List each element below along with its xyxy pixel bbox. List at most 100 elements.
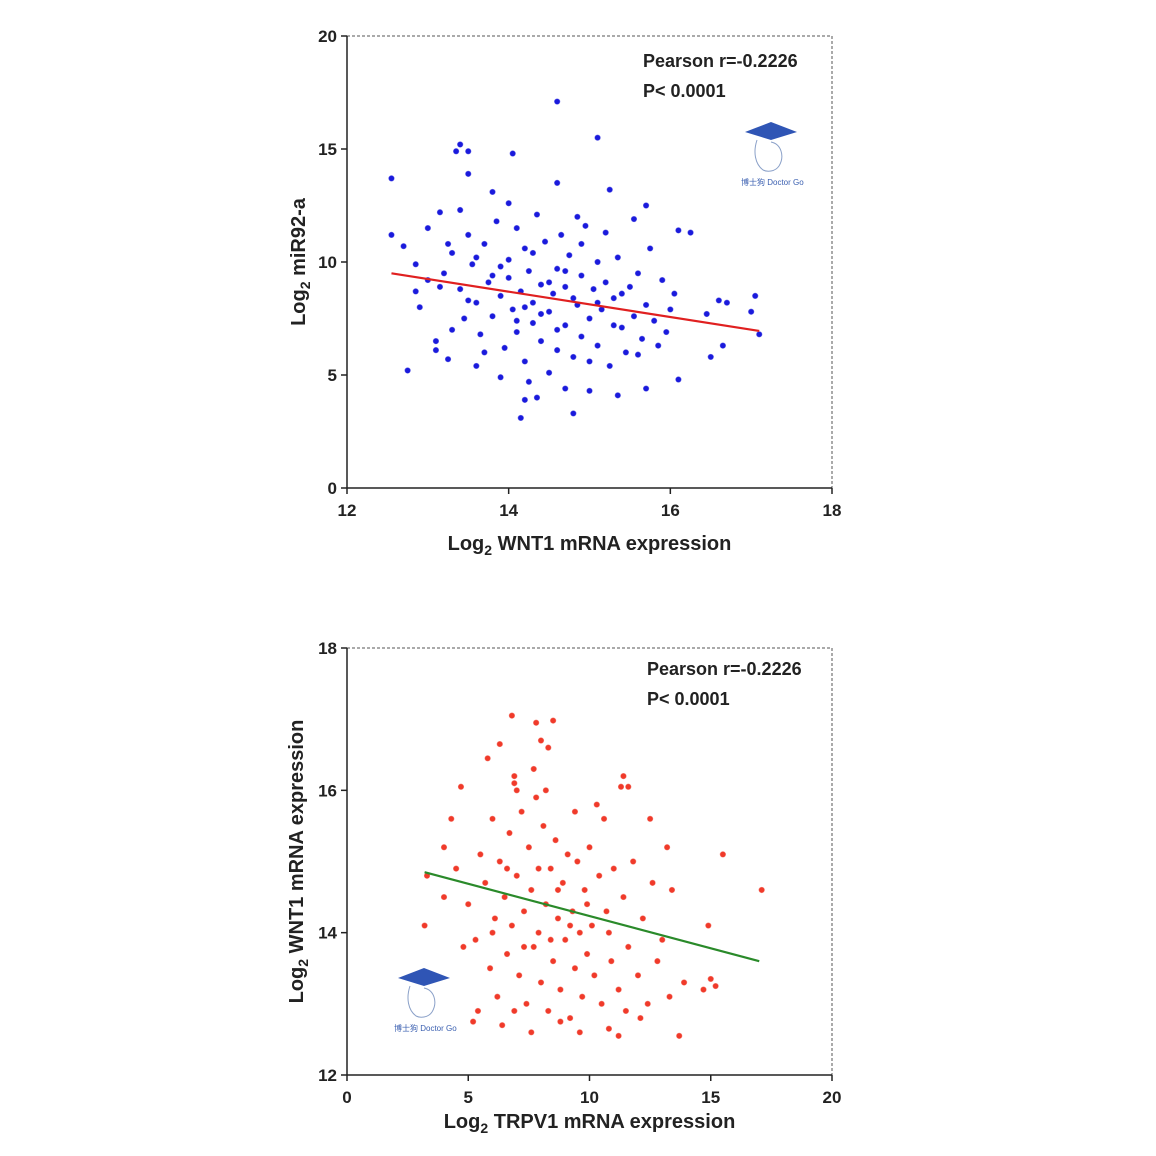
data-point [666, 993, 673, 1000]
data-point [473, 254, 480, 261]
data-point [752, 292, 759, 299]
data-point [496, 740, 503, 748]
data-point [659, 936, 666, 943]
data-point [505, 256, 512, 263]
data-point [574, 858, 581, 865]
data-point [448, 249, 456, 257]
data-point [703, 310, 710, 318]
data-point [516, 972, 523, 979]
data-point [596, 872, 603, 879]
data-point [521, 358, 528, 365]
data-point [602, 229, 609, 236]
data-point [562, 267, 569, 275]
data-point [513, 328, 520, 336]
data-point [642, 202, 650, 209]
data-point [617, 783, 625, 790]
data-point [634, 351, 642, 358]
data-point [586, 315, 593, 322]
data-point [404, 367, 411, 374]
data-point [707, 353, 714, 361]
x-tick-label: 5 [464, 1088, 473, 1107]
data-point [712, 982, 719, 990]
data-point [625, 783, 632, 790]
data-point [654, 958, 661, 965]
data-point [493, 218, 500, 225]
data-point [537, 310, 545, 318]
data-point [509, 306, 516, 313]
data-point [618, 324, 625, 331]
data-point [533, 394, 541, 401]
data-point [444, 240, 452, 248]
data-point [489, 815, 496, 822]
y-tick-label: 12 [318, 1066, 337, 1085]
data-point [547, 865, 554, 872]
data-point [489, 929, 496, 936]
graduation-cap-icon [745, 122, 797, 140]
y-tick-label: 20 [318, 27, 337, 46]
data-point [412, 288, 419, 295]
data-point [535, 929, 542, 936]
data-point [586, 358, 593, 365]
data-point [521, 396, 528, 403]
data-point [626, 283, 634, 290]
p-value-annotation: P< 0.0001 [643, 81, 726, 101]
data-point [610, 865, 617, 872]
data-point [542, 787, 549, 794]
data-point [448, 815, 455, 822]
data-point [486, 965, 494, 972]
y-tick-label: 16 [318, 781, 337, 800]
watermark-text: 博士狗 Doctor Go [394, 1023, 457, 1033]
data-point [557, 986, 564, 993]
data-point [513, 872, 520, 879]
data-point [503, 950, 511, 958]
data-point [667, 306, 674, 313]
data-point [630, 858, 637, 865]
data-point [576, 929, 583, 936]
data-point [594, 134, 601, 141]
data-point [497, 374, 504, 381]
data-point [570, 410, 577, 417]
data-point [680, 979, 688, 986]
dog-face-icon [754, 139, 783, 172]
data-point [485, 279, 492, 286]
x-tick-label: 12 [338, 501, 357, 520]
data-point [540, 822, 547, 830]
data-point [647, 815, 654, 822]
x-tick-label: 16 [661, 501, 680, 520]
data-point [562, 385, 569, 392]
data-point [649, 879, 656, 886]
data-point [388, 175, 395, 182]
data-point [489, 188, 496, 196]
x-tick-label: 18 [823, 501, 842, 520]
data-point [505, 274, 512, 281]
data-point [537, 281, 545, 288]
data-point [655, 342, 662, 349]
data-point [554, 915, 562, 922]
data-point [578, 333, 585, 340]
data-point [501, 893, 508, 901]
data-point [606, 362, 613, 370]
data-point [509, 150, 516, 157]
data-point [424, 225, 431, 232]
data-point [570, 295, 577, 302]
data-point [545, 1007, 552, 1015]
data-point [554, 347, 561, 354]
data-point [647, 245, 654, 252]
data-point [598, 1000, 605, 1007]
data-point [605, 929, 613, 936]
data-point [620, 893, 627, 901]
data-point [520, 943, 528, 951]
data-point [477, 331, 484, 338]
data-point [537, 979, 545, 986]
data-point [513, 225, 520, 232]
data-point [481, 240, 488, 248]
data-point [457, 783, 465, 790]
chart-1: 12 14 16 18 0 5 10 15 20 Pearson r=-0.2226 P< 0.00… [288, 27, 841, 558]
data-point [600, 815, 608, 822]
data-point [581, 886, 588, 894]
data-point [545, 744, 552, 751]
data-point [511, 1007, 518, 1015]
data-point [444, 356, 452, 363]
data-point [554, 265, 561, 272]
